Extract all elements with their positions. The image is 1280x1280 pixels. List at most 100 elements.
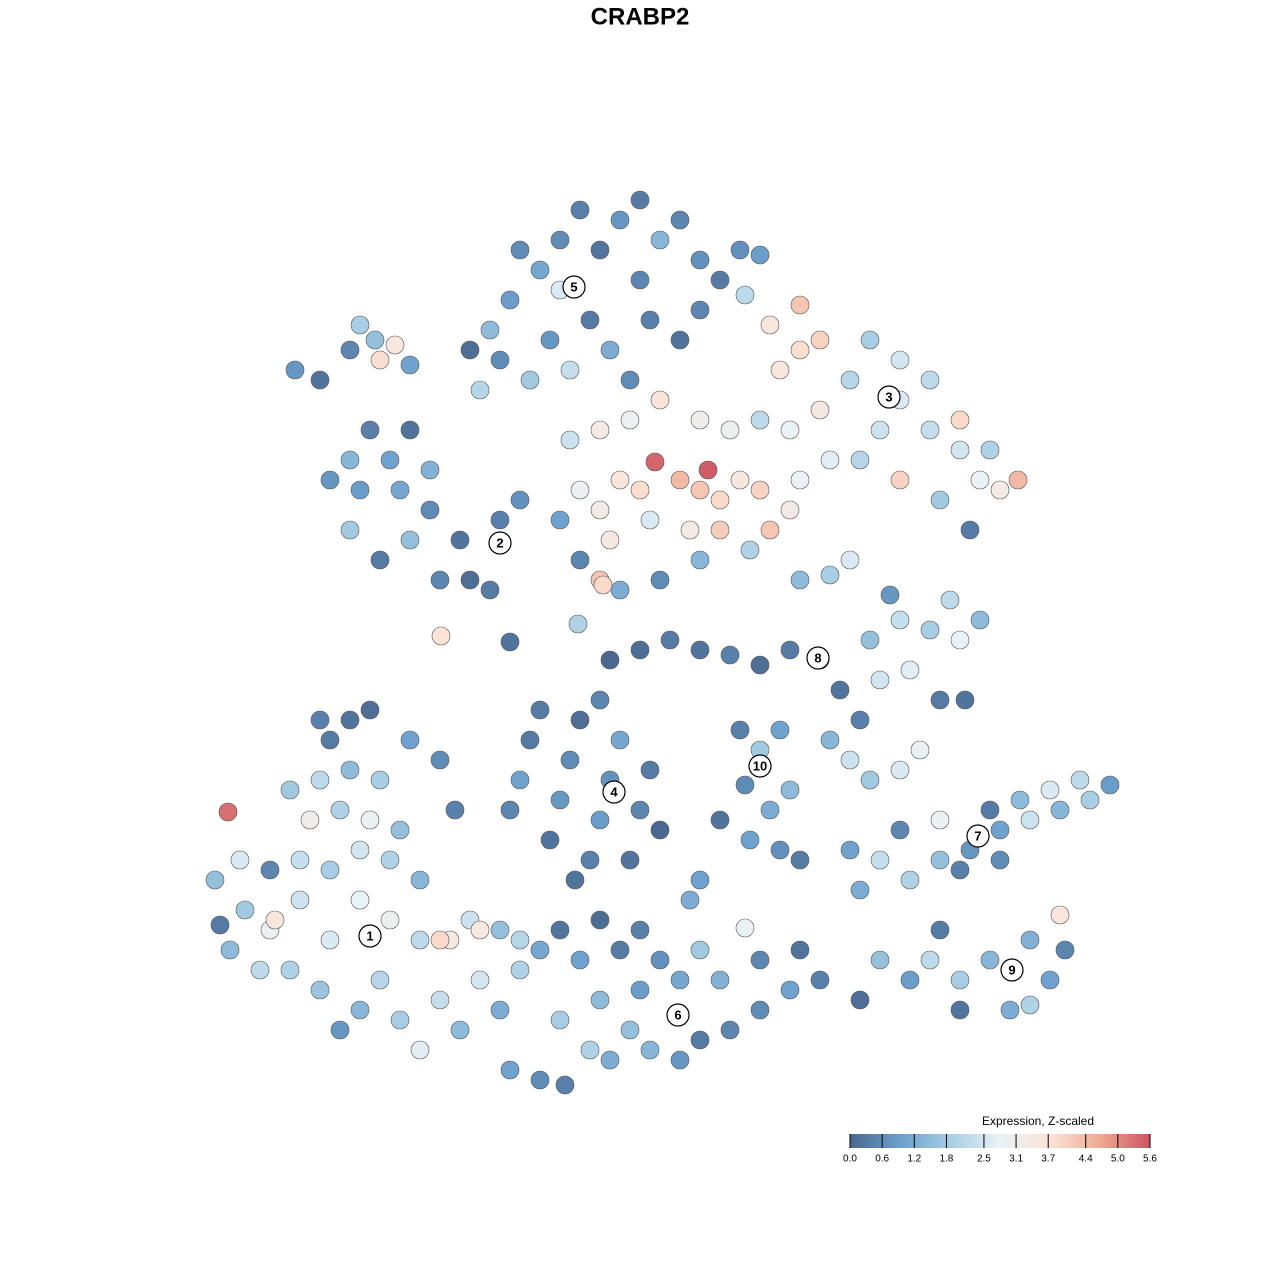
- point: [610, 940, 630, 960]
- point: [930, 490, 950, 510]
- point: [400, 530, 420, 550]
- point: [280, 960, 300, 980]
- point: [790, 850, 810, 870]
- point: [568, 614, 588, 634]
- point: [590, 420, 610, 440]
- point: [590, 240, 610, 260]
- point: [520, 730, 540, 750]
- point: [310, 710, 330, 730]
- point: [630, 920, 650, 940]
- point: [320, 470, 340, 490]
- point: [590, 500, 610, 520]
- point: [620, 370, 640, 390]
- point: [760, 315, 780, 335]
- point: [690, 480, 710, 500]
- point: [1020, 810, 1040, 830]
- colorbar-tick-label: 3.7: [1041, 1154, 1055, 1165]
- cluster-label: 2: [496, 535, 503, 550]
- cluster-label: 7: [974, 828, 981, 843]
- point: [870, 850, 890, 870]
- point: [880, 585, 900, 605]
- point: [850, 990, 870, 1010]
- point: [330, 1020, 350, 1040]
- point: [480, 320, 500, 340]
- colorbar-tick-label: 5.6: [1143, 1154, 1157, 1165]
- point: [370, 970, 390, 990]
- point: [420, 500, 440, 520]
- point: [565, 870, 585, 890]
- point: [218, 802, 238, 822]
- point: [890, 820, 910, 840]
- point: [870, 950, 890, 970]
- cluster-badge: [358, 924, 382, 948]
- point: [430, 750, 450, 770]
- cluster-label: 5: [570, 279, 577, 294]
- point: [460, 570, 480, 590]
- cluster-badge: [666, 1003, 690, 1027]
- point: [630, 800, 650, 820]
- point: [370, 550, 390, 570]
- point: [550, 230, 570, 250]
- point: [593, 575, 613, 595]
- point: [890, 760, 910, 780]
- point: [645, 452, 665, 472]
- point: [780, 780, 800, 800]
- point: [490, 510, 510, 530]
- point: [400, 730, 420, 750]
- point: [710, 970, 730, 990]
- point: [790, 340, 810, 360]
- point: [640, 310, 660, 330]
- point: [570, 550, 590, 570]
- cluster-label: 8: [814, 650, 821, 665]
- point: [690, 550, 710, 570]
- point: [860, 330, 880, 350]
- point: [220, 940, 240, 960]
- point: [740, 830, 760, 850]
- point: [680, 520, 700, 540]
- point: [490, 350, 510, 370]
- point: [1050, 905, 1070, 925]
- point: [920, 420, 940, 440]
- point: [670, 210, 690, 230]
- point: [470, 970, 490, 990]
- point: [750, 245, 770, 265]
- point: [530, 940, 550, 960]
- point: [760, 800, 780, 820]
- point: [990, 850, 1010, 870]
- point: [900, 970, 920, 990]
- point: [920, 950, 940, 970]
- point: [660, 630, 680, 650]
- point: [320, 730, 340, 750]
- point: [670, 470, 690, 490]
- cluster-badge: [966, 824, 990, 848]
- cluster-badge: [488, 531, 512, 555]
- point: [510, 770, 530, 790]
- point: [735, 285, 755, 305]
- point: [230, 850, 250, 870]
- point: [380, 450, 400, 470]
- point: [1040, 970, 1060, 990]
- cluster-badge: [877, 385, 901, 409]
- point: [600, 1050, 620, 1070]
- point: [1010, 790, 1030, 810]
- point: [260, 860, 280, 880]
- point: [340, 760, 360, 780]
- cluster-label: 9: [1008, 962, 1015, 977]
- point: [1055, 940, 1075, 960]
- point: [690, 250, 710, 270]
- cluster-badge: [562, 275, 586, 299]
- cluster-badge: [602, 780, 626, 804]
- point: [840, 750, 860, 770]
- point: [950, 410, 970, 430]
- point: [580, 850, 600, 870]
- point: [820, 730, 840, 750]
- point: [850, 450, 870, 470]
- point: [540, 830, 560, 850]
- point: [430, 930, 450, 950]
- point: [500, 290, 520, 310]
- point: [990, 820, 1010, 840]
- point: [910, 740, 930, 760]
- cluster-label: 6: [674, 1007, 681, 1022]
- point: [540, 330, 560, 350]
